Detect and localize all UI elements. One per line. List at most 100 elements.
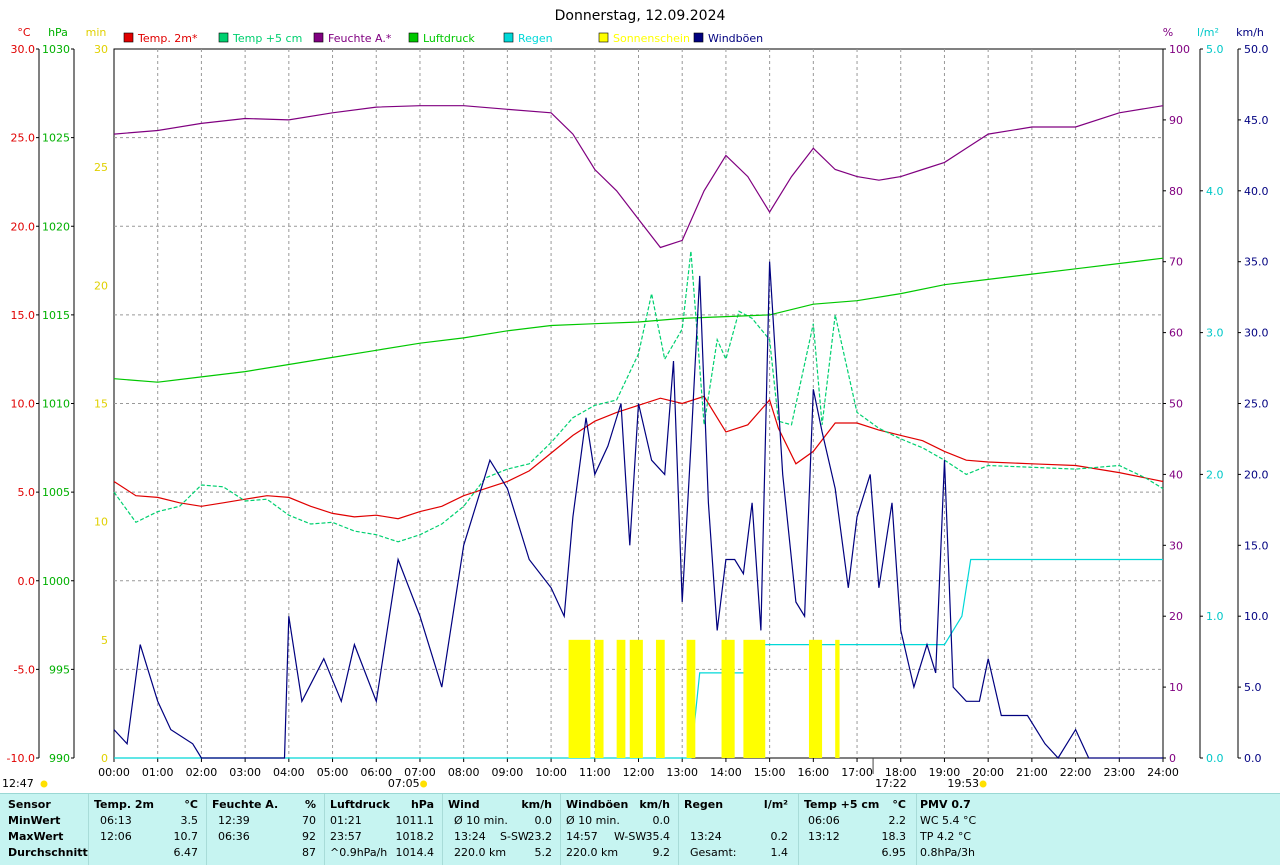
rain-axis-label: 1.0 (1206, 610, 1224, 623)
humidity-axis-label: 80 (1169, 185, 1183, 198)
temp-axis-label: 0.0 (18, 575, 36, 588)
legend-label: Temp. 2m* (137, 32, 198, 45)
solar-noon-label: 12:47 (2, 777, 34, 790)
x-tick-label: 21:00 (1016, 766, 1048, 779)
sunrise-label: 07:05 (388, 777, 420, 790)
x-tick-label: 06:00 (360, 766, 392, 779)
stats-header-temp2m: Temp. 2m (94, 798, 154, 811)
stats-header-unit-feuchte: % (304, 798, 316, 811)
weather-chart: Donnerstag, 12.09.2024 00:00 01:00 02:00 03… (2, 8, 1269, 790)
stats-column-divider (678, 794, 679, 865)
sun-axis-label: 5 (101, 634, 108, 647)
stats-row-label-min: MinWert (8, 814, 61, 827)
wind-axis-label: 25.0 (1244, 398, 1269, 411)
stats-header-unit-luftdruck: hPa (410, 798, 434, 811)
pressure-axis-label: 1015 (42, 309, 70, 322)
stats-avg-luftdruck_time: ^0.9hPa/h (330, 846, 388, 859)
x-tick-label: 09:00 (492, 766, 524, 779)
sun-axis-label: 10 (94, 516, 108, 529)
stats-avg-boeen_label: 220.0 km (566, 846, 619, 859)
x-tick-label: 15:00 (754, 766, 786, 779)
stats-min-luftdruck_time: 01:21 (330, 814, 362, 827)
temp-axis-label: 10.0 (11, 398, 36, 411)
sun-axis-unit: min (86, 26, 107, 39)
legend-swatch (123, 32, 134, 43)
stats-header-feuchte: Feuchte A. (212, 798, 279, 811)
pressure-axis-label: 990 (49, 752, 70, 765)
stats-min-temp5_time: 06:06 (808, 814, 840, 827)
rain-axis-label: 4.0 (1206, 185, 1224, 198)
x-tick-label: 03:00 (229, 766, 261, 779)
stats-max-temp5_time: 13:12 (808, 830, 840, 843)
stats-column-divider (442, 794, 443, 865)
legend-label: Windböen (708, 32, 763, 45)
temp-axis-label: 20.0 (11, 220, 36, 233)
series-line-feuchte-a- (113, 105, 1164, 249)
pressure-axis-label: 1010 (42, 398, 70, 411)
sunshine-bar (594, 639, 604, 758)
x-tick-label: 17:00 (841, 766, 873, 779)
pressure-axis-label: 1025 (42, 132, 70, 145)
stats-header-regen: Regen (684, 798, 724, 811)
stats-min-feuchte_time: 12:39 (218, 814, 250, 827)
rain-axis-label: 0.0 (1206, 752, 1224, 765)
humidity-axis-label: 60 (1169, 327, 1183, 340)
stats-header-luftdruck: Luftdruck (330, 798, 390, 811)
sunshine-bar (721, 639, 735, 758)
sunset-icon (979, 780, 987, 788)
legend-swatch (693, 32, 704, 43)
humidity-axis-label: 50 (1169, 398, 1183, 411)
stats-max-luftdruck_val: 1018.2 (395, 830, 435, 843)
series-line-luftdruck (113, 257, 1164, 383)
stats-max-pmv: TP 4.2 °C (920, 830, 972, 843)
legend-swatch (408, 32, 419, 43)
x-tick-label: 00:00 (98, 766, 130, 779)
sunrise-icon (420, 780, 428, 788)
sun-axis-label: 30 (94, 43, 108, 56)
stats-column-divider (560, 794, 561, 865)
stats-avg-wind_label: 220.0 km (454, 846, 507, 859)
legend: Temp. 2m* Temp +5 cm Feuchte A.* Luftdruck R… (123, 32, 763, 45)
x-tick-label: 18:00 (885, 766, 917, 779)
legend-label: Temp +5 cm (232, 32, 302, 45)
temp-axis-label: 15.0 (11, 309, 36, 322)
x-tick-label: 12:00 (623, 766, 655, 779)
wind-axis-label: 50.0 (1244, 43, 1269, 56)
pressure-axis-label: 1020 (42, 220, 70, 233)
stats-max-boeen-dir: W-SW (614, 830, 647, 843)
stats-max-temp2m_val: 10.7 (173, 830, 199, 843)
series-group (113, 105, 1164, 759)
stats-avg-regen_time: Gesamt: (690, 846, 737, 859)
temp-axis-unit: °C (17, 26, 31, 39)
rain-axis-unit: l/m² (1197, 26, 1219, 39)
humidity-axis-label: 100 (1169, 43, 1190, 56)
stats-header-boeen: Windböen (566, 798, 629, 811)
marker-label: 17:22 (875, 777, 907, 790)
stats-min-wind_val: 0.0 (534, 814, 553, 827)
humidity-axis-label: 70 (1169, 256, 1183, 269)
series-line-temp-5-cm (113, 251, 1164, 543)
x-tick-label: 13:00 (666, 766, 698, 779)
stats-min-temp2m_time: 06:13 (100, 814, 132, 827)
stats-row-label-avg: Durchschnitt (8, 846, 88, 859)
sunset-label: 19:53 (947, 777, 979, 790)
wind-axis-label: 35.0 (1244, 256, 1269, 269)
wind-axis-label: 45.0 (1244, 114, 1269, 127)
stats-min-pmv: WC 5.4 °C (920, 814, 977, 827)
sunshine-bar (743, 639, 766, 758)
stats-header-unit-wind: km/h (521, 798, 552, 811)
legend-label: Luftdruck (423, 32, 475, 45)
stats-min-wind_label: Ø 10 min. (454, 814, 508, 827)
pressure-axis-label: 995 (49, 663, 70, 676)
sun-axis-label: 15 (94, 398, 108, 411)
wind-axis-label: 15.0 (1244, 539, 1269, 552)
stats-column-divider (206, 794, 207, 865)
x-tick-label: 14:00 (710, 766, 742, 779)
stats-min-temp5_val: 2.2 (888, 814, 907, 827)
stats-max-wind_label: 13:24 (454, 830, 486, 843)
sunshine-bar (629, 639, 643, 758)
stats-max-luftdruck_time: 23:57 (330, 830, 362, 843)
x-tick-label: 22:00 (1060, 766, 1092, 779)
series-line-windb-en (113, 261, 1163, 759)
wind-axis-label: 10.0 (1244, 610, 1269, 623)
